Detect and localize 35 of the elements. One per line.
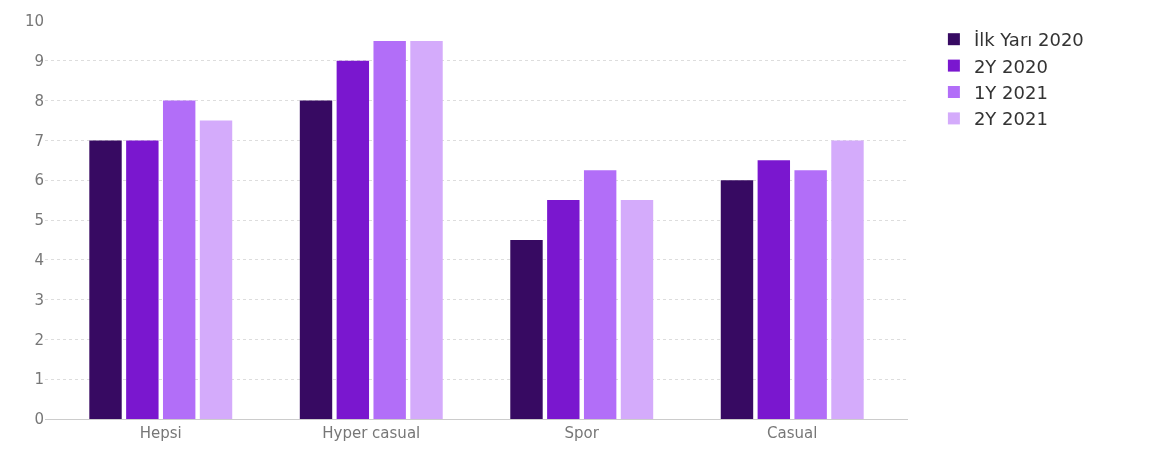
bar bbox=[583, 170, 617, 419]
y-tick-label: 5 bbox=[34, 211, 44, 230]
legend-label: 2Y 2021 bbox=[973, 108, 1048, 130]
bar bbox=[547, 200, 580, 419]
y-tick-label: 10 bbox=[24, 12, 44, 31]
y-tick-label: 9 bbox=[34, 52, 44, 71]
bar bbox=[162, 100, 196, 419]
y-tick-label: 3 bbox=[34, 290, 44, 309]
bar bbox=[89, 140, 122, 419]
y-tick-label: 0 bbox=[34, 410, 44, 429]
legend-label: 1Y 2021 bbox=[973, 82, 1048, 104]
bar bbox=[299, 100, 333, 419]
bar bbox=[126, 140, 159, 419]
bar bbox=[510, 239, 543, 419]
legend-label: 2Y 2020 bbox=[973, 55, 1048, 77]
bar bbox=[831, 140, 864, 419]
y-tick-label: 1 bbox=[34, 370, 44, 389]
y-tick-label: 7 bbox=[34, 131, 44, 150]
bar bbox=[199, 120, 233, 419]
bar bbox=[720, 180, 754, 419]
bar bbox=[620, 200, 654, 419]
x-tick-label: Hyper casual bbox=[322, 424, 421, 442]
x-tick-label: Casual bbox=[767, 424, 818, 442]
bar bbox=[794, 170, 827, 419]
y-tick-label: 4 bbox=[34, 251, 44, 270]
legend-label: İlk Yarı 2020 bbox=[973, 29, 1084, 51]
bar bbox=[757, 160, 791, 419]
bar bbox=[336, 60, 370, 419]
y-tick-label: 8 bbox=[34, 91, 44, 110]
y-tick-label: 6 bbox=[34, 171, 44, 190]
y-tick-label: 2 bbox=[34, 330, 44, 349]
x-tick-label: Hepsi bbox=[139, 424, 182, 442]
bar bbox=[373, 40, 406, 419]
x-tick-label: Spor bbox=[564, 424, 600, 442]
bar bbox=[410, 40, 443, 419]
